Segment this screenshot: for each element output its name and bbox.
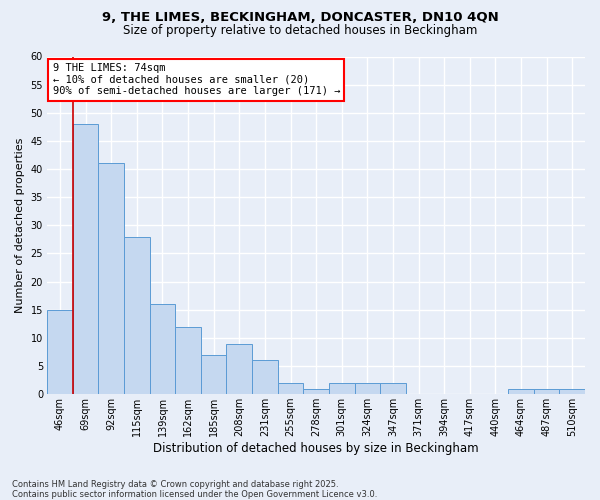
Bar <box>124 236 149 394</box>
Bar <box>98 164 124 394</box>
X-axis label: Distribution of detached houses by size in Beckingham: Distribution of detached houses by size … <box>153 442 479 455</box>
Bar <box>380 383 406 394</box>
Bar <box>304 388 329 394</box>
Bar <box>355 383 380 394</box>
Bar <box>329 383 355 394</box>
Y-axis label: Number of detached properties: Number of detached properties <box>15 138 25 313</box>
Bar <box>252 360 278 394</box>
Text: 9, THE LIMES, BECKINGHAM, DONCASTER, DN10 4QN: 9, THE LIMES, BECKINGHAM, DONCASTER, DN1… <box>101 11 499 24</box>
Bar <box>175 326 201 394</box>
Bar <box>73 124 98 394</box>
Text: Contains HM Land Registry data © Crown copyright and database right 2025.
Contai: Contains HM Land Registry data © Crown c… <box>12 480 377 499</box>
Bar <box>201 355 226 394</box>
Bar <box>149 304 175 394</box>
Bar <box>508 388 534 394</box>
Bar <box>278 383 304 394</box>
Text: Size of property relative to detached houses in Beckingham: Size of property relative to detached ho… <box>123 24 477 37</box>
Bar <box>47 310 73 394</box>
Bar <box>226 344 252 394</box>
Bar <box>559 388 585 394</box>
Bar <box>534 388 559 394</box>
Text: 9 THE LIMES: 74sqm
← 10% of detached houses are smaller (20)
90% of semi-detache: 9 THE LIMES: 74sqm ← 10% of detached hou… <box>53 64 340 96</box>
